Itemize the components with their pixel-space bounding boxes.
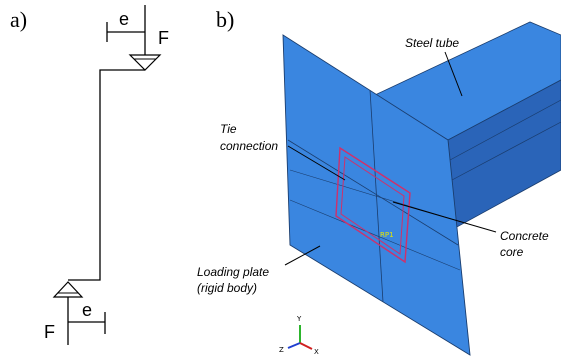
- z-axis: [288, 343, 300, 348]
- annotation: (rigid body): [197, 281, 257, 295]
- reference-point: RP1: [380, 231, 394, 239]
- annotation: Steel tube: [405, 36, 459, 50]
- panel-b: b) RP1 Steel tube Tie connection Concret…: [197, 7, 561, 356]
- support: [54, 282, 82, 297]
- eccentricity-label: e: [82, 300, 92, 320]
- panel-label: b): [216, 7, 234, 32]
- eccentricity-label: e: [119, 9, 129, 29]
- axis-label: X: [314, 348, 319, 356]
- panel-label: a): [10, 7, 27, 32]
- column: [68, 70, 145, 280]
- figure: a) e F F e b) RP1 Steel tube Tie connect: [0, 0, 561, 362]
- annotation: Concrete: [500, 229, 549, 243]
- x-axis: [300, 343, 312, 349]
- axis-label: Y: [296, 315, 302, 323]
- annotation: Loading plate: [197, 265, 269, 279]
- force-label: F: [158, 28, 169, 48]
- support: [130, 55, 160, 70]
- annotation: core: [500, 245, 524, 259]
- panel-a: a) e F F e: [10, 5, 169, 345]
- axis-triad: Y Z X: [279, 315, 319, 356]
- annotation: connection: [220, 139, 278, 153]
- axis-label: Z: [279, 346, 284, 354]
- annotation: Tie: [220, 122, 237, 136]
- force-label: F: [44, 322, 55, 342]
